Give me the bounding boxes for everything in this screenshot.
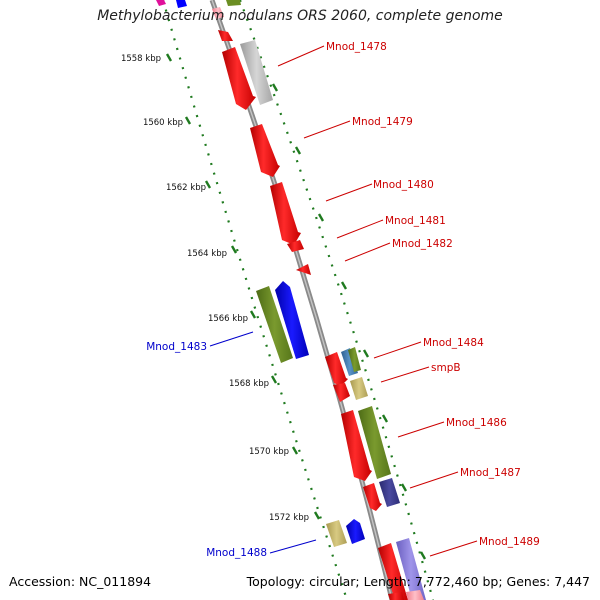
gene-top-olive[interactable] [226,0,241,6]
gene-mnod-1483[interactable] [275,281,309,359]
gene-mnod-1488-khaki[interactable] [326,520,347,547]
gene-bottom-red[interactable] [388,592,404,600]
gene-mnod-1480[interactable] [270,182,301,245]
gene-mnod-1488[interactable] [346,519,365,544]
gene-label-mnod-1487[interactable]: Mnod_1487 [460,467,521,479]
gene-label-mnod-1481[interactable]: Mnod_1481 [385,215,446,227]
gene-mnod-1487[interactable] [379,478,400,507]
kbp-label-1568: 1568 kbp [229,379,269,389]
gene-mnod-1484-olive[interactable] [348,347,361,372]
gene-mnod-1484-red[interactable] [325,352,348,386]
gene-label-mnod-1484[interactable]: Mnod_1484 [423,337,484,349]
gene-top-pink[interactable] [212,7,224,19]
left-major-ticks [165,53,321,520]
gene-label-mnod-1480[interactable]: Mnod_1480 [373,179,434,191]
genome-summary-text: Topology: circular; Length: 7,772,460 bp… [246,574,590,589]
gene-label-mnod-1479[interactable]: Mnod_1479 [352,116,413,128]
gene-mnod-1478[interactable] [222,47,256,110]
gene-mnod-1489-red[interactable] [378,543,408,600]
map-title: Methylobacterium nodulans ORS 2060, comp… [97,8,503,24]
gene-mnod-1483-olive[interactable] [256,286,293,363]
gene-label-mnod-1483[interactable]: Mnod_1483 [146,341,207,353]
kbp-label-1570: 1570 kbp [249,447,289,457]
gene-mnod-1487-red[interactable] [363,483,382,511]
gene-top-magenta[interactable] [156,0,166,6]
gene-mnod-1479[interactable] [250,124,280,177]
gene-label-mnod-1478[interactable]: Mnod_1478 [326,41,387,53]
left-scale-track [161,0,349,600]
leader-lines-left [209,331,317,554]
gene-mnod-1482[interactable] [296,264,311,275]
gene-mnod-1486[interactable] [358,406,391,479]
gene-mnod-1486-red[interactable] [341,410,372,481]
gene-label-smpb[interactable]: smpB [431,362,461,374]
right-major-ticks [271,83,427,560]
gene-mnod-1481[interactable] [287,240,304,252]
gene-top-red-small[interactable] [218,30,233,41]
leader-lines-right [277,45,478,557]
gene-label-mnod-1488[interactable]: Mnod_1488 [206,547,267,559]
gene-mnod-1489[interactable] [396,538,426,600]
gene-top-blue[interactable] [176,0,187,8]
kbp-label-1560: 1560 kbp [143,118,183,128]
kbp-label-1564: 1564 kbp [187,249,227,259]
gene-smpb-red[interactable] [333,383,350,402]
kbp-label-1558: 1558 kbp [121,54,161,64]
gene-grey-1478-neighbour[interactable] [240,40,273,105]
kbp-label-1572: 1572 kbp [269,513,309,523]
gene-label-mnod-1482[interactable]: Mnod_1482 [392,238,453,250]
kbp-label-1566: 1566 kbp [208,314,248,324]
gene-bottom-pink[interactable] [406,590,424,600]
kbp-label-1562: 1562 kbp [166,183,206,193]
accession-text: Accession: NC_011894 [9,574,152,589]
gene-label-mnod-1489[interactable]: Mnod_1489 [479,536,540,548]
gene-label-mnod-1486[interactable]: Mnod_1486 [446,417,507,429]
gene-smpb[interactable] [350,377,368,400]
